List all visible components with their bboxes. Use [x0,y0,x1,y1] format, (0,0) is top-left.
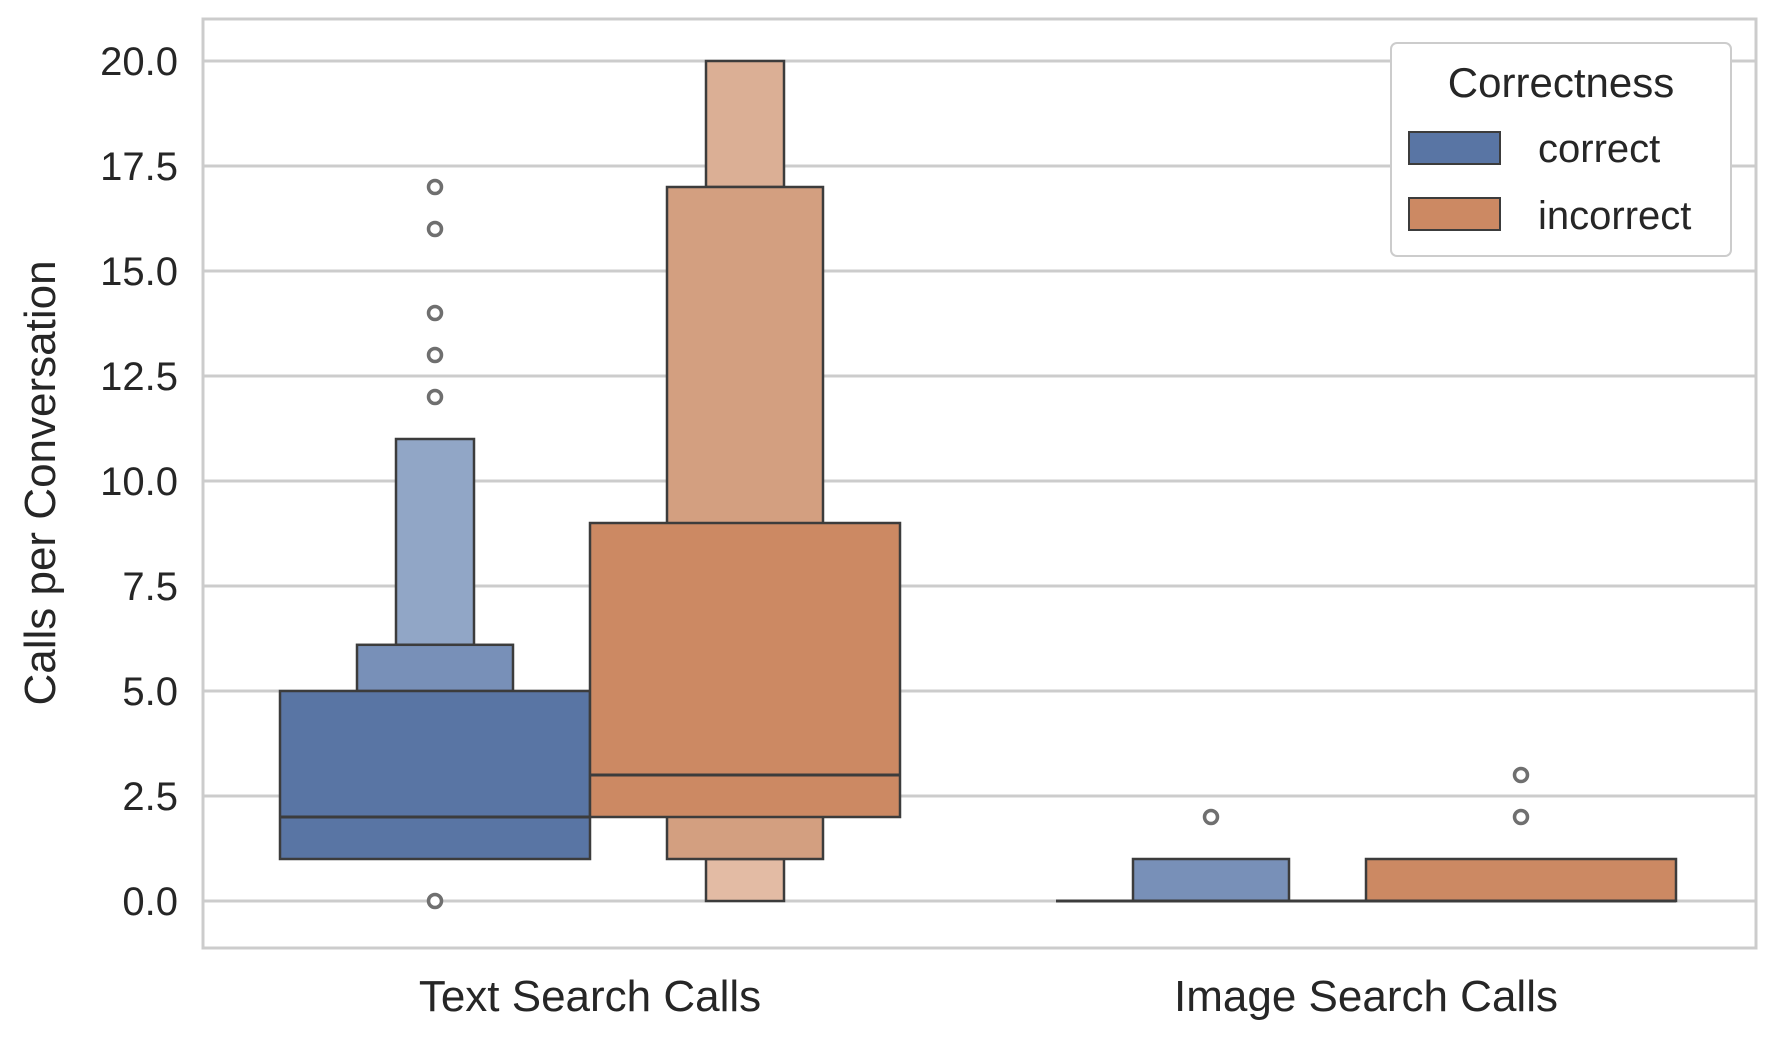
y-tick-label: 12.5 [100,355,178,399]
x-tick-label: Text Search Calls [419,972,761,1021]
y-tick-label: 17.5 [100,145,178,189]
outlier-points [426,178,1530,910]
boxen-box-correct [394,437,476,647]
legend-title: Correctness [1448,59,1674,106]
boxen-box-incorrect [1364,857,1678,903]
outlier-point [1512,766,1530,784]
y-tick-label: 2.5 [122,775,178,819]
boxen-box-correct [1131,857,1291,903]
boxen-box-correct [355,643,515,693]
legend-swatch-incorrect [1408,197,1501,231]
outlier-point [426,346,444,364]
y-axis-label: Calls per Conversation [16,260,65,705]
y-tick-label: 15.0 [100,250,178,294]
y-tick-label: 0.0 [122,880,178,924]
y-tick-label: 5.0 [122,670,178,714]
outlier-point [426,178,444,196]
outlier-point [426,388,444,406]
x-tick-label: Image Search Calls [1174,972,1558,1021]
outlier-point [426,304,444,322]
x-tick-labels: Text Search Calls Image Search Calls [419,972,1558,1021]
outlier-point [1512,808,1530,826]
boxen-box-incorrect [704,857,786,903]
y-tick-label: 20.0 [100,40,178,84]
boxen-box-incorrect [588,521,902,819]
boxen-boxes [278,59,1678,903]
y-tick-label: 10.0 [100,460,178,504]
y-tick-label: 7.5 [122,565,178,609]
legend: Correctness correct incorrect [1390,42,1732,257]
outlier-point [426,220,444,238]
legend-label-correct: correct [1538,127,1660,171]
boxen-box-correct [278,689,592,861]
y-tick-labels: 0.0 2.5 5.0 7.5 10.0 12.5 15.0 17.5 20.0 [100,40,178,924]
outlier-point [1202,808,1220,826]
outlier-point [426,892,444,910]
legend-label-incorrect: incorrect [1538,194,1691,238]
boxen-box-incorrect [704,59,786,189]
plot-frame [201,17,1758,950]
legend-swatch-correct [1408,131,1501,165]
